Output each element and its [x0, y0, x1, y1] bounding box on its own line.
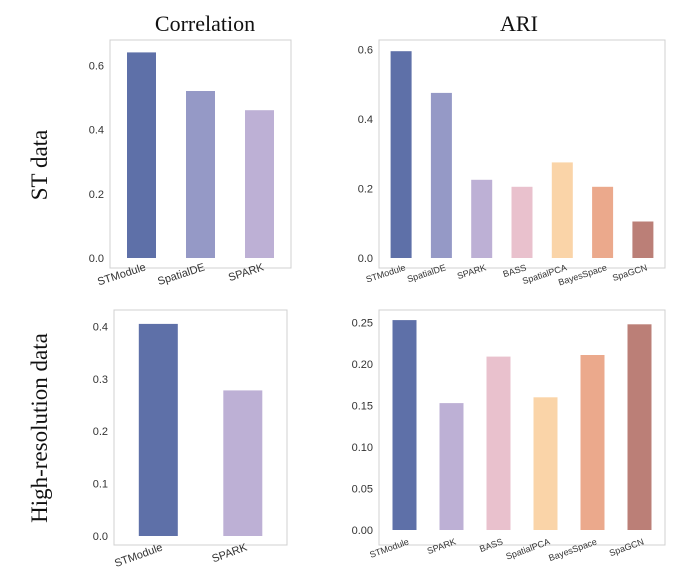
y-tick-label: 0.00 — [352, 525, 373, 537]
bar-bayesspace — [580, 355, 605, 530]
row-title-high-resolution-data: High-resolution data — [27, 333, 52, 523]
x-tick-label: STModule — [368, 536, 410, 559]
plot-frame — [113, 309, 288, 546]
y-tick-label: 0.0 — [89, 253, 104, 265]
y-tick-label: 0.0 — [93, 531, 108, 543]
x-tick-label: BayesSpace — [547, 536, 598, 563]
bar-spark — [471, 179, 493, 258]
y-tick-label: 0.10 — [352, 442, 373, 454]
y-tick-label: 0.6 — [89, 60, 104, 72]
bar-spark — [245, 110, 274, 258]
y-tick-label: 0.1 — [93, 479, 108, 491]
x-tick-label: SpatialDE — [156, 261, 206, 288]
x-tick-label: STModule — [113, 542, 164, 570]
plot-frame — [378, 39, 666, 269]
bar-bass — [511, 186, 533, 258]
bar-stmodule — [138, 323, 178, 536]
y-tick-label: 0.05 — [352, 484, 373, 496]
x-tick-label: BASS — [478, 536, 504, 554]
x-tick-label: SpatialPCA — [505, 536, 552, 561]
x-tick-label: STModule — [365, 262, 407, 284]
bar-spark — [223, 390, 263, 536]
plot-frame — [109, 39, 292, 269]
y-tick-label: 0.6 — [358, 44, 373, 56]
x-tick-label: SpatialDE — [406, 262, 447, 284]
y-tick-label: 0.3 — [93, 374, 108, 386]
bar-stmodule — [392, 320, 417, 530]
y-tick-label: 0.15 — [352, 401, 373, 413]
y-tick-label: 0.4 — [358, 114, 373, 126]
bar-spatialde — [430, 92, 452, 259]
bar-spatialpca — [533, 397, 558, 530]
column-title-ari: ARI — [500, 11, 538, 36]
y-tick-label: 0.0 — [358, 253, 373, 265]
x-tick-label: SpaGCN — [608, 536, 645, 558]
chart-st-correlation: 0.0 0.2 0.4 0.6 STModule SpatialDE SPARK — [89, 39, 292, 288]
bar-bayesspace — [592, 186, 614, 258]
y-tick-label: 0.2 — [358, 183, 373, 195]
x-tick-label: SPARK — [227, 261, 266, 284]
x-tick-label: SPARK — [456, 262, 487, 281]
bar-spark — [439, 403, 464, 530]
bar-spatialde — [186, 91, 215, 258]
y-tick-label: 0.20 — [352, 359, 373, 371]
bar-bass — [486, 356, 511, 530]
bar-stmodule — [127, 52, 156, 259]
bar-stmodule — [390, 51, 412, 259]
y-tick-label: 0.2 — [89, 189, 104, 201]
x-tick-label: SpaGCN — [611, 262, 648, 283]
column-title-correlation: Correlation — [155, 11, 255, 36]
y-tick-label: 0.2 — [93, 426, 108, 438]
y-tick-label: 0.4 — [93, 321, 108, 333]
y-tick-label: 0.4 — [89, 125, 104, 137]
plot-frame — [378, 309, 666, 546]
bar-spagcn — [627, 324, 652, 530]
bar-spatialpca — [551, 162, 573, 258]
y-tick-label: 0.25 — [352, 318, 373, 330]
row-title-st-data: ST data — [27, 130, 52, 200]
bar-spagcn — [632, 221, 654, 258]
x-tick-label: SPARK — [426, 536, 457, 556]
x-tick-label: STModule — [96, 261, 147, 288]
chart-highres-ari: 0.00 0.05 0.10 0.15 0.20 0.25 STModule SPARK BAS… — [352, 309, 666, 563]
